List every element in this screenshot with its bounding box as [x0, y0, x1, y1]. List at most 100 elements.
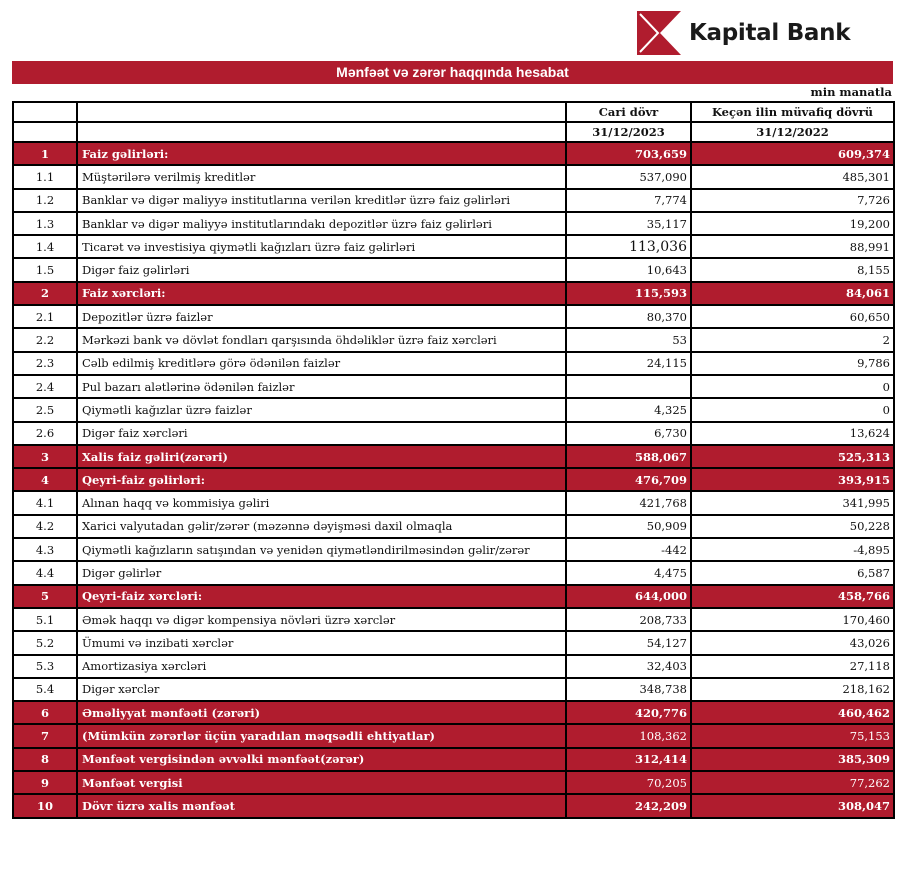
previous-value: 7,726: [690, 187, 895, 213]
previous-value: 2: [690, 327, 895, 353]
section-row: 7 (Mümkün zərərlər üçün yaradılan məqsədl…: [12, 723, 895, 749]
kapital-bank-logo-icon: [637, 11, 681, 55]
row-label: Faiz xərcləri:: [76, 280, 567, 307]
header-previous: Keçən ilin müvafiq dövrü: [690, 101, 895, 123]
row-number: 1.1: [12, 164, 78, 190]
table-row: 5.2 Ümumi və inzibati xərclər 54,127 43,026: [12, 630, 895, 656]
row-label: Digər faiz gəlirləri: [76, 257, 567, 283]
row-number: 1.4: [12, 234, 78, 260]
previous-value: 75,153: [690, 723, 895, 749]
table-row: 1.4 Ticarət və investisiya qiymətli kağız…: [12, 234, 895, 260]
previous-value: 77,262: [690, 770, 895, 796]
previous-value: 458,766: [690, 583, 895, 609]
current-value: 113,036: [565, 234, 692, 260]
previous-value: 9,786: [690, 350, 895, 376]
previous-value: 170,460: [690, 606, 895, 633]
current-value: [565, 373, 692, 400]
current-value: 476,709: [565, 467, 692, 493]
current-value: 208,733: [565, 606, 692, 633]
previous-value: 8,155: [690, 257, 895, 283]
section-row: 10 Dövr üzrə xalis mənfəət 242,209 308,047: [12, 793, 895, 819]
row-label: Mərkəzi bank və dövlət fondları qarşısın…: [76, 327, 567, 353]
current-value: 644,000: [565, 583, 692, 609]
previous-value: 43,026: [690, 630, 895, 656]
section-row: 1 Faiz gəlirləri: 703,659 609,374: [12, 140, 895, 167]
current-value: 348,738: [565, 676, 692, 703]
current-value: -442: [565, 537, 692, 563]
row-number: 5.3: [12, 653, 78, 679]
row-number: 2.5: [12, 397, 78, 423]
section-row: 4 Qeyri-faiz gəlirləri: 476,709 393,915: [12, 467, 895, 493]
row-label: (Mümkün zərərlər üçün yaradılan məqsədli…: [76, 723, 567, 749]
table-row: 4.2 Xarici valyutadan gəlir/zərər (məzənn…: [12, 513, 895, 540]
previous-value: 341,995: [690, 490, 895, 516]
section-row: 5 Qeyri-faiz xərcləri: 644,000 458,766: [12, 583, 895, 609]
table-row: 2.4 Pul bazarı alətlərinə ödənilən faizlə…: [12, 373, 895, 400]
table-row: 1.2 Banklar və digər maliyyə institutları…: [12, 187, 895, 213]
section-row: 3 Xalis faiz gəliri(zərəri) 588,067 525,313: [12, 443, 895, 470]
previous-value: -4,895: [690, 537, 895, 563]
current-value: 35,117: [565, 210, 692, 237]
current-value: 703,659: [565, 140, 692, 167]
row-number: 5: [12, 583, 78, 609]
row-label: Alınan haqq və kommisiya gəliri: [76, 490, 567, 516]
header-date-row: 31/12/2023 31/12/2022: [12, 121, 895, 143]
section-row: 8 Mənfəət vergisindən əvvəlki mənfəət(zər…: [12, 746, 895, 773]
row-number: 1.5: [12, 257, 78, 283]
current-value: 4,475: [565, 560, 692, 586]
row-number: 4: [12, 467, 78, 493]
row-label: Ticarət və investisiya qiymətli kağızlar…: [76, 234, 567, 260]
table-row: 5.4 Digər xərclər 348,738 218,162: [12, 676, 895, 703]
current-value: 32,403: [565, 653, 692, 679]
report-title: Mənfəət və zərər haqqında hesabat: [12, 61, 893, 84]
current-value: 420,776: [565, 700, 692, 726]
row-number: 4.4: [12, 560, 78, 586]
kapital-bank-logo: Kapital Bank: [637, 11, 851, 55]
row-label: Banklar və digər maliyyə institutlarında…: [76, 210, 567, 237]
previous-value: 60,650: [690, 304, 895, 330]
row-label: Ümumi və inzibati xərclər: [76, 630, 567, 656]
current-value: 54,127: [565, 630, 692, 656]
row-number: 7: [12, 723, 78, 749]
header-label: [76, 101, 567, 123]
current-value: 421,768: [565, 490, 692, 516]
table-row: 5.3 Amortizasiya xərcləri 32,403 27,118: [12, 653, 895, 679]
row-label: Pul bazarı alətlərinə ödənilən faizlər: [76, 373, 567, 400]
row-label: Digər xərclər: [76, 676, 567, 703]
unit-label: min manatla: [810, 85, 892, 99]
table-row: 1.3 Banklar və digər maliyyə institutları…: [12, 210, 895, 237]
table-row: 2.1 Depozitlər üzrə faizlər 80,370 60,650: [12, 304, 895, 330]
table-row: 1.1 Müştərilərə verilmiş kreditlər 537,090…: [12, 164, 895, 190]
section-row: 9 Mənfəət vergisi 70,205 77,262: [12, 770, 895, 796]
row-number: 2.1: [12, 304, 78, 330]
previous-value: 6,587: [690, 560, 895, 586]
row-number: 1.2: [12, 187, 78, 213]
current-value: 108,362: [565, 723, 692, 749]
previous-value: 485,301: [690, 164, 895, 190]
current-value: 588,067: [565, 443, 692, 470]
header-current-date: 31/12/2023: [565, 121, 692, 143]
previous-value: 19,200: [690, 210, 895, 237]
row-label: Depozitlər üzrə faizlər: [76, 304, 567, 330]
row-number: 2.4: [12, 373, 78, 400]
header-row: Cari dövr Keçən ilin müvafiq dövrü: [12, 101, 895, 123]
row-label: Müştərilərə verilmiş kreditlər: [76, 164, 567, 190]
previous-value: 393,915: [690, 467, 895, 493]
current-value: 10,643: [565, 257, 692, 283]
row-label: Dövr üzrə xalis mənfəət: [76, 793, 567, 819]
row-label: Əmək haqqı və digər kompensiya növləri ü…: [76, 606, 567, 633]
table-row: 4.4 Digər gəlirlər 4,475 6,587: [12, 560, 895, 586]
section-row: 6 Əməliyyat mənfəəti (zərəri) 420,776 460,4…: [12, 700, 895, 726]
row-number: 2.3: [12, 350, 78, 376]
previous-value: 88,991: [690, 234, 895, 260]
previous-value: 525,313: [690, 443, 895, 470]
previous-value: 460,462: [690, 700, 895, 726]
table-row: 2.6 Digər faiz xərcləri 6,730 13,624: [12, 420, 895, 446]
row-label: Qiymətli kağızlar üzrə faizlər: [76, 397, 567, 423]
current-value: 53: [565, 327, 692, 353]
header-previous-date: 31/12/2022: [690, 121, 895, 143]
current-value: 80,370: [565, 304, 692, 330]
previous-value: 0: [690, 373, 895, 400]
row-number: 3: [12, 443, 78, 470]
row-label: Xarici valyutadan gəlir/zərər (məzənnə d…: [76, 513, 567, 540]
